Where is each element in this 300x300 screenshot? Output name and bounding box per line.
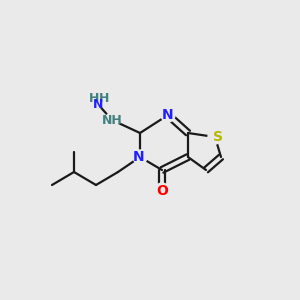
Circle shape [89, 95, 103, 109]
Text: N: N [162, 108, 174, 122]
Text: O: O [156, 184, 168, 198]
Circle shape [133, 150, 147, 164]
Text: H: H [89, 92, 99, 106]
Circle shape [105, 113, 119, 127]
Text: N: N [93, 98, 103, 112]
Circle shape [208, 130, 222, 144]
Text: NH: NH [102, 113, 122, 127]
Text: N: N [133, 150, 145, 164]
Circle shape [161, 108, 175, 122]
Text: H: H [99, 92, 109, 106]
Circle shape [155, 183, 169, 197]
Text: S: S [213, 130, 223, 144]
